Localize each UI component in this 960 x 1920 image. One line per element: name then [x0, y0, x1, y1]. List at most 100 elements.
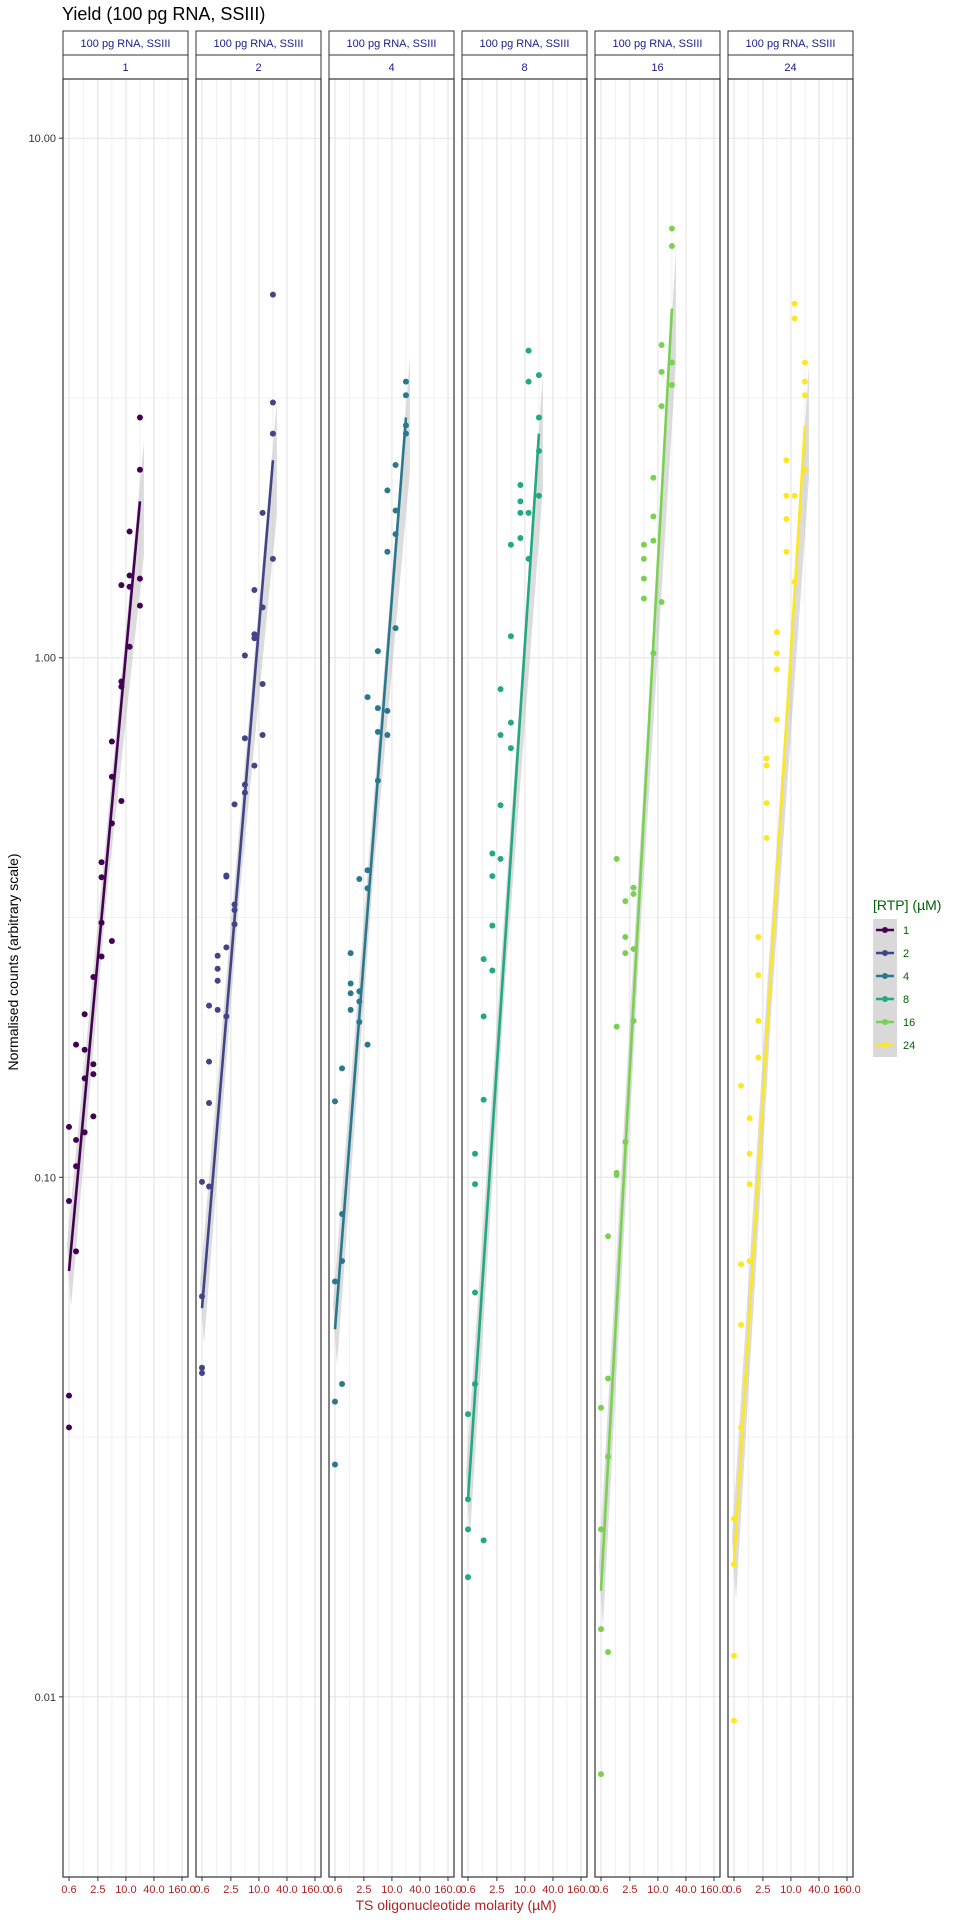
data-point: [364, 694, 371, 701]
x-tick-label: 0.6: [593, 1884, 608, 1896]
data-point: [223, 944, 230, 951]
strip-facet-label: 4: [388, 62, 394, 74]
data-point: [535, 372, 542, 379]
data-point: [791, 315, 798, 322]
x-tick-label: 10.0: [647, 1884, 668, 1896]
y-tick-label: 0.10: [35, 1172, 56, 1184]
strip-top-label: 100 pg RNA, SSIII: [480, 38, 570, 50]
strip-facet-box: [461, 54, 588, 80]
data-point: [384, 707, 391, 714]
data-point: [755, 934, 762, 941]
strip-facet-box: [594, 54, 721, 80]
data-point: [598, 1526, 604, 1533]
strip-facet-label: 8: [521, 62, 527, 74]
x-tick-label: 10.0: [780, 1884, 801, 1896]
data-point: [392, 507, 399, 514]
data-point: [731, 1717, 737, 1724]
data-point: [773, 629, 780, 636]
data-point: [269, 399, 276, 406]
data-point: [763, 762, 770, 769]
legend-entry-4: 4: [873, 965, 909, 988]
data-point: [763, 800, 770, 807]
legend-key-point: [882, 1042, 888, 1048]
legend-entry-16: 16: [873, 1011, 915, 1034]
x-tick-label: 160.0: [567, 1884, 595, 1896]
x-tick-label: 40.0: [143, 1884, 164, 1896]
x-tick-label: 0.6: [726, 1884, 741, 1896]
data-point: [605, 1375, 612, 1382]
data-point: [136, 575, 143, 582]
data-point: [480, 1096, 487, 1103]
x-tick-label: 160.0: [833, 1884, 861, 1896]
data-point: [755, 972, 762, 979]
data-point: [465, 1574, 471, 1581]
data-point: [90, 1061, 97, 1068]
strip-top-box: [727, 30, 854, 56]
data-point: [126, 572, 133, 579]
data-point: [259, 681, 266, 688]
data-point: [347, 990, 354, 997]
data-point: [269, 291, 276, 298]
data-point: [347, 950, 354, 957]
legend-label: 8: [903, 994, 909, 1006]
data-point: [241, 735, 248, 742]
data-point: [763, 834, 770, 841]
x-tick-label: 40.0: [675, 1884, 696, 1896]
data-point: [364, 1041, 371, 1048]
data-point: [783, 515, 790, 522]
data-point: [801, 359, 808, 366]
x-tick-label: 2.5: [90, 1884, 105, 1896]
data-point: [507, 745, 514, 752]
data-point: [535, 492, 542, 499]
data-point: [650, 513, 657, 520]
data-point: [801, 378, 808, 385]
data-point: [489, 967, 496, 974]
x-tick-label: 10.0: [248, 1884, 269, 1896]
x-tick-label: 40.0: [409, 1884, 430, 1896]
x-tick-label: 0.6: [327, 1884, 342, 1896]
data-point: [791, 300, 798, 307]
x-tick-label: 2.5: [356, 1884, 371, 1896]
data-point: [214, 1006, 221, 1013]
data-point: [251, 587, 258, 594]
data-point: [535, 414, 542, 421]
strip-top-label: 100 pg RNA, SSIII: [746, 38, 836, 50]
data-point: [98, 874, 105, 881]
x-tick-label: 0.6: [460, 1884, 475, 1896]
legend-key-point: [882, 950, 888, 956]
data-point: [214, 965, 221, 972]
chart-title: Yield (100 pg RNA, SSIII): [62, 4, 265, 24]
data-point: [126, 643, 133, 650]
fit-line: [67, 501, 142, 1272]
data-point: [98, 953, 105, 960]
data-point: [525, 378, 532, 385]
facet-panel-24: 100 pg RNA, SSIII 24 0.6 2.5 10.0 40.0 160.0: [726, 30, 861, 1896]
data-point: [783, 548, 790, 555]
data-point: [480, 1013, 487, 1020]
legend-label: 16: [903, 1017, 915, 1029]
strip-top-label: 100 pg RNA, SSIII: [81, 38, 171, 50]
data-point: [384, 732, 391, 739]
data-point: [73, 1041, 80, 1048]
data-point: [630, 890, 637, 897]
data-point: [489, 850, 496, 857]
data-point: [791, 492, 798, 499]
data-point: [668, 359, 675, 366]
strip-top-label: 100 pg RNA, SSIII: [214, 38, 304, 50]
data-point: [746, 1115, 753, 1122]
data-point: [251, 762, 258, 769]
data-point: [206, 1058, 213, 1065]
data-point: [66, 1424, 72, 1431]
data-point: [66, 1123, 72, 1130]
data-point: [332, 1461, 338, 1468]
data-point: [402, 378, 409, 385]
legend-key-point: [882, 927, 888, 933]
fit-line: [333, 417, 408, 1330]
data-point: [738, 1261, 745, 1268]
data-point: [269, 430, 276, 437]
legend-key-point: [882, 973, 888, 979]
data-point: [489, 873, 496, 880]
strip-facet-label: 24: [784, 62, 796, 74]
data-point: [465, 1411, 471, 1418]
